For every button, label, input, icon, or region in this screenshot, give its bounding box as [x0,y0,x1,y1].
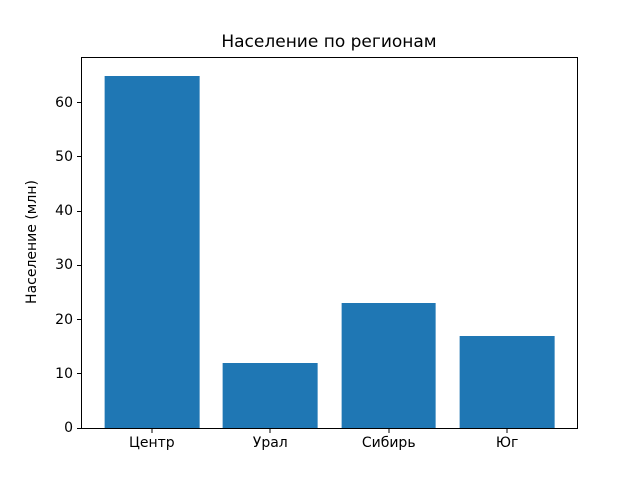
y-tick-mark [77,102,81,104]
bar [341,303,437,428]
x-tick-mark [269,429,271,433]
y-tick-label: 30 [55,257,73,274]
plot-area: 0 10 20 30 40 50 60 Центр Урал Сибирь Юг [55,57,578,450]
x-tick-mark [506,429,508,433]
x-tick-mark [388,429,390,433]
x-tick-label: Юг [495,435,519,451]
y-tick-mark [77,210,81,212]
y-tick-mark [77,156,81,158]
y-tick-label: 50 [55,148,73,165]
y-tick-label: 60 [55,94,73,111]
chart-title: Население по регионам [221,32,437,52]
x-tick-label: Сибирь [361,435,416,451]
bar [222,362,318,428]
bar [459,335,555,428]
y-tick-mark [77,427,81,429]
y-tick-label: 20 [55,311,73,328]
y-tick-label: 10 [55,365,73,382]
x-tick-mark [151,429,153,433]
y-tick-mark [77,373,81,375]
x-tick-label: Центр [129,435,175,451]
y-axis-label: Население (млн) [24,180,40,304]
bar [104,75,200,428]
y-tick-mark [77,264,81,266]
x-tick-label: Урал [252,435,288,451]
y-tick-label: 0 [64,420,73,436]
y-tick-label: 40 [55,203,73,220]
y-tick-mark [77,319,81,321]
